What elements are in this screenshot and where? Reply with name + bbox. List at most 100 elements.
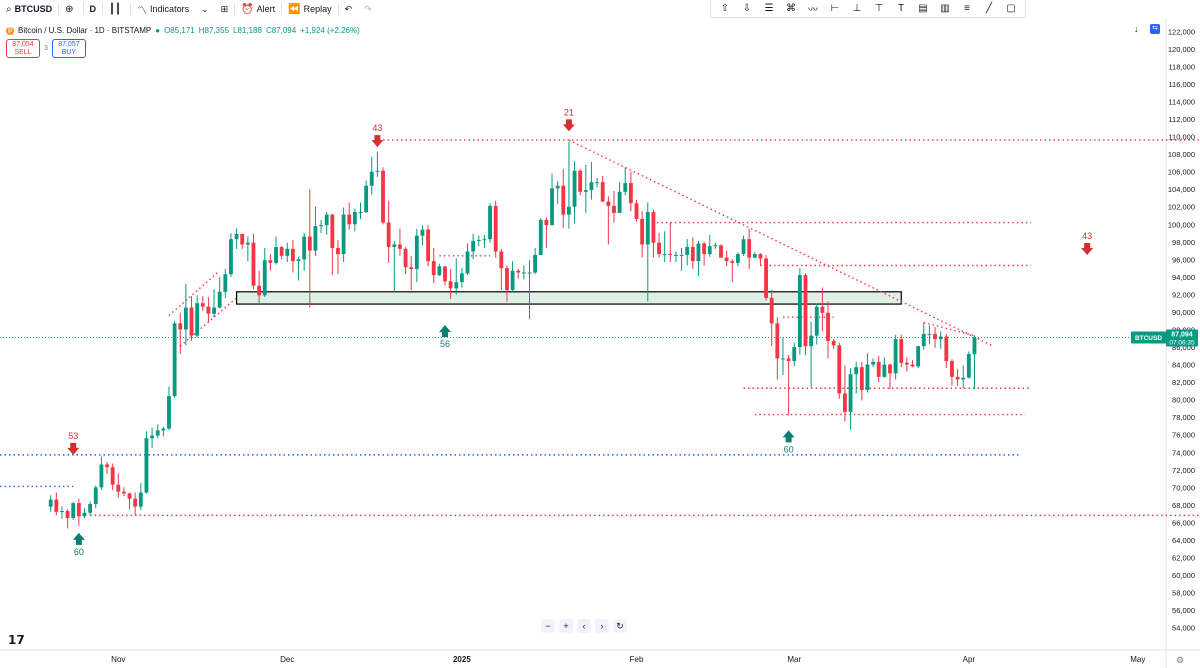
price-tag [1166,329,1198,347]
signal-up-arrow[interactable] [782,430,795,443]
y-tick-label: 64,000 [1172,536,1195,545]
buy-button[interactable]: 87,057 BUY [51,39,86,58]
candle-body [167,396,171,429]
candle-body [296,259,301,262]
legend-open: O85,171 [164,26,195,35]
candle-body [381,170,385,223]
price-chart[interactable]: 54,000 56,000 58,000 60,000 62,000 64,000 66,0… [0,18,1200,668]
tradingview-logo-icon[interactable]: 𝟭𝟳 [8,633,25,647]
ruler-icon[interactable]: ≡ [964,3,970,14]
zoom-out-button[interactable]: − [541,619,555,633]
gear-icon[interactable]: ⚙ [1176,655,1185,665]
fib-icon[interactable]: ⊤ [874,3,884,14]
templates-button[interactable]: ⌄ [195,0,215,18]
drawing-toolbar: ⇧ ⇩ ☰ ⌘ 〰 ⊢ ⊥ ⊤ T ▤ ▥ ≡ ╱ ▢ [710,0,1026,18]
candle-body [183,307,188,330]
chart-type-button[interactable]: ┃┃ [103,0,130,18]
candle-body [274,247,278,263]
rectangle-icon[interactable]: ▢ [1006,3,1016,14]
spread-value: 3 [44,45,48,52]
redo-button[interactable]: ↷ [358,0,378,18]
candle-body [307,236,312,251]
date-range-icon[interactable]: ⊢ [830,3,840,14]
candle-body [893,339,898,374]
undo-button[interactable]: ↶ [339,0,359,18]
plus-circle-icon: ⊕ [65,3,74,15]
replay-button[interactable]: ⏪ Replay [282,0,337,18]
legend-high: H87,355 [198,26,230,35]
signal-up-arrow[interactable] [438,325,451,338]
candle-body [617,191,622,213]
y-tick-label: 86,000 [1172,343,1195,352]
alert-button[interactable]: ⏰ Alert [235,0,281,18]
y-tick-label: 62,000 [1172,553,1195,562]
signal-down-arrow[interactable] [562,119,575,132]
candle-body [510,270,515,291]
undo-icon: ↶ [344,3,353,14]
parallel-channel-icon[interactable]: ☰ [764,3,774,14]
long-position-icon[interactable]: ▤ [918,3,928,14]
support-zone[interactable] [235,291,902,305]
candle-body [257,285,262,296]
candle-body [775,323,780,359]
symbol-search[interactable]: ⌕ BTCUSD [0,0,58,18]
sell-button[interactable]: 87,054 SELL [6,39,40,58]
toolbar-divider [281,3,283,15]
chart-legend: ₿ Bitcoin / U.S. Dollar · 1D · BITSTAMP … [6,26,360,35]
toolbar-divider [337,3,339,15]
candle-body [161,428,166,431]
interval-button[interactable]: D [84,0,103,18]
scroll-right-button[interactable]: › [595,619,609,633]
y-tick-label: 94,000 [1172,273,1195,282]
symbol-tag [1131,331,1166,344]
candle-body [589,182,594,191]
trend-line[interactable] [568,139,992,346]
currency-icon[interactable]: ⇆ [1150,24,1160,34]
trend-line-icon[interactable]: ╱ [985,3,993,14]
reset-chart-button[interactable]: ↻ [613,619,627,633]
trend-line[interactable] [168,270,221,316]
candle-body [499,251,504,269]
path-icon[interactable]: 〰 [808,5,818,16]
candle-body [516,270,521,273]
candle-body [640,219,645,245]
candle-body [938,336,943,340]
text-icon[interactable]: T [897,3,905,14]
candle-body [71,503,76,519]
candle-body [347,214,352,225]
y-tick-label: 122,000 [1168,27,1195,36]
trend-line[interactable] [923,321,975,337]
layout-button[interactable]: ⊞ [215,0,235,18]
arrow-mark-up-icon[interactable]: ⇧ [720,3,730,14]
candle-body [324,214,329,226]
arrow-mark-down-icon[interactable]: ⇩ [742,3,752,14]
signal-down-arrow[interactable] [371,135,384,148]
signal-label: 56 [440,339,450,349]
candle-body [229,239,233,275]
candle-body [88,503,93,513]
x-tick-label: Feb [630,655,644,664]
short-position-icon[interactable]: ▥ [940,3,950,14]
y-tick-label: 66,000 [1172,518,1195,527]
signal-up-arrow[interactable] [72,532,85,545]
zoom-in-button[interactable]: + [559,619,573,633]
candle-body [251,242,256,286]
candle-body [426,229,431,262]
compare-button[interactable]: ⊕ [59,0,82,18]
interval-label: D [89,4,97,14]
candle-body [724,257,729,262]
candle-body [110,467,115,485]
price-range-icon[interactable]: ⊥ [852,3,862,14]
candle-body [93,487,98,504]
signal-down-arrow[interactable] [67,442,80,455]
candle-body [195,303,200,336]
y-tick-label: 108,000 [1168,150,1195,159]
candle-body [240,233,245,245]
indicators-button[interactable]: 〽 Indicators [131,0,195,18]
signal-down-arrow[interactable] [1081,242,1094,255]
candle-body [831,340,836,346]
candle-body [859,367,864,390]
scroll-left-button[interactable]: ‹ [577,619,591,633]
pattern-icon[interactable]: ⌘ [786,3,796,14]
scale-arrow-icon[interactable]: ↓ [1134,24,1139,34]
